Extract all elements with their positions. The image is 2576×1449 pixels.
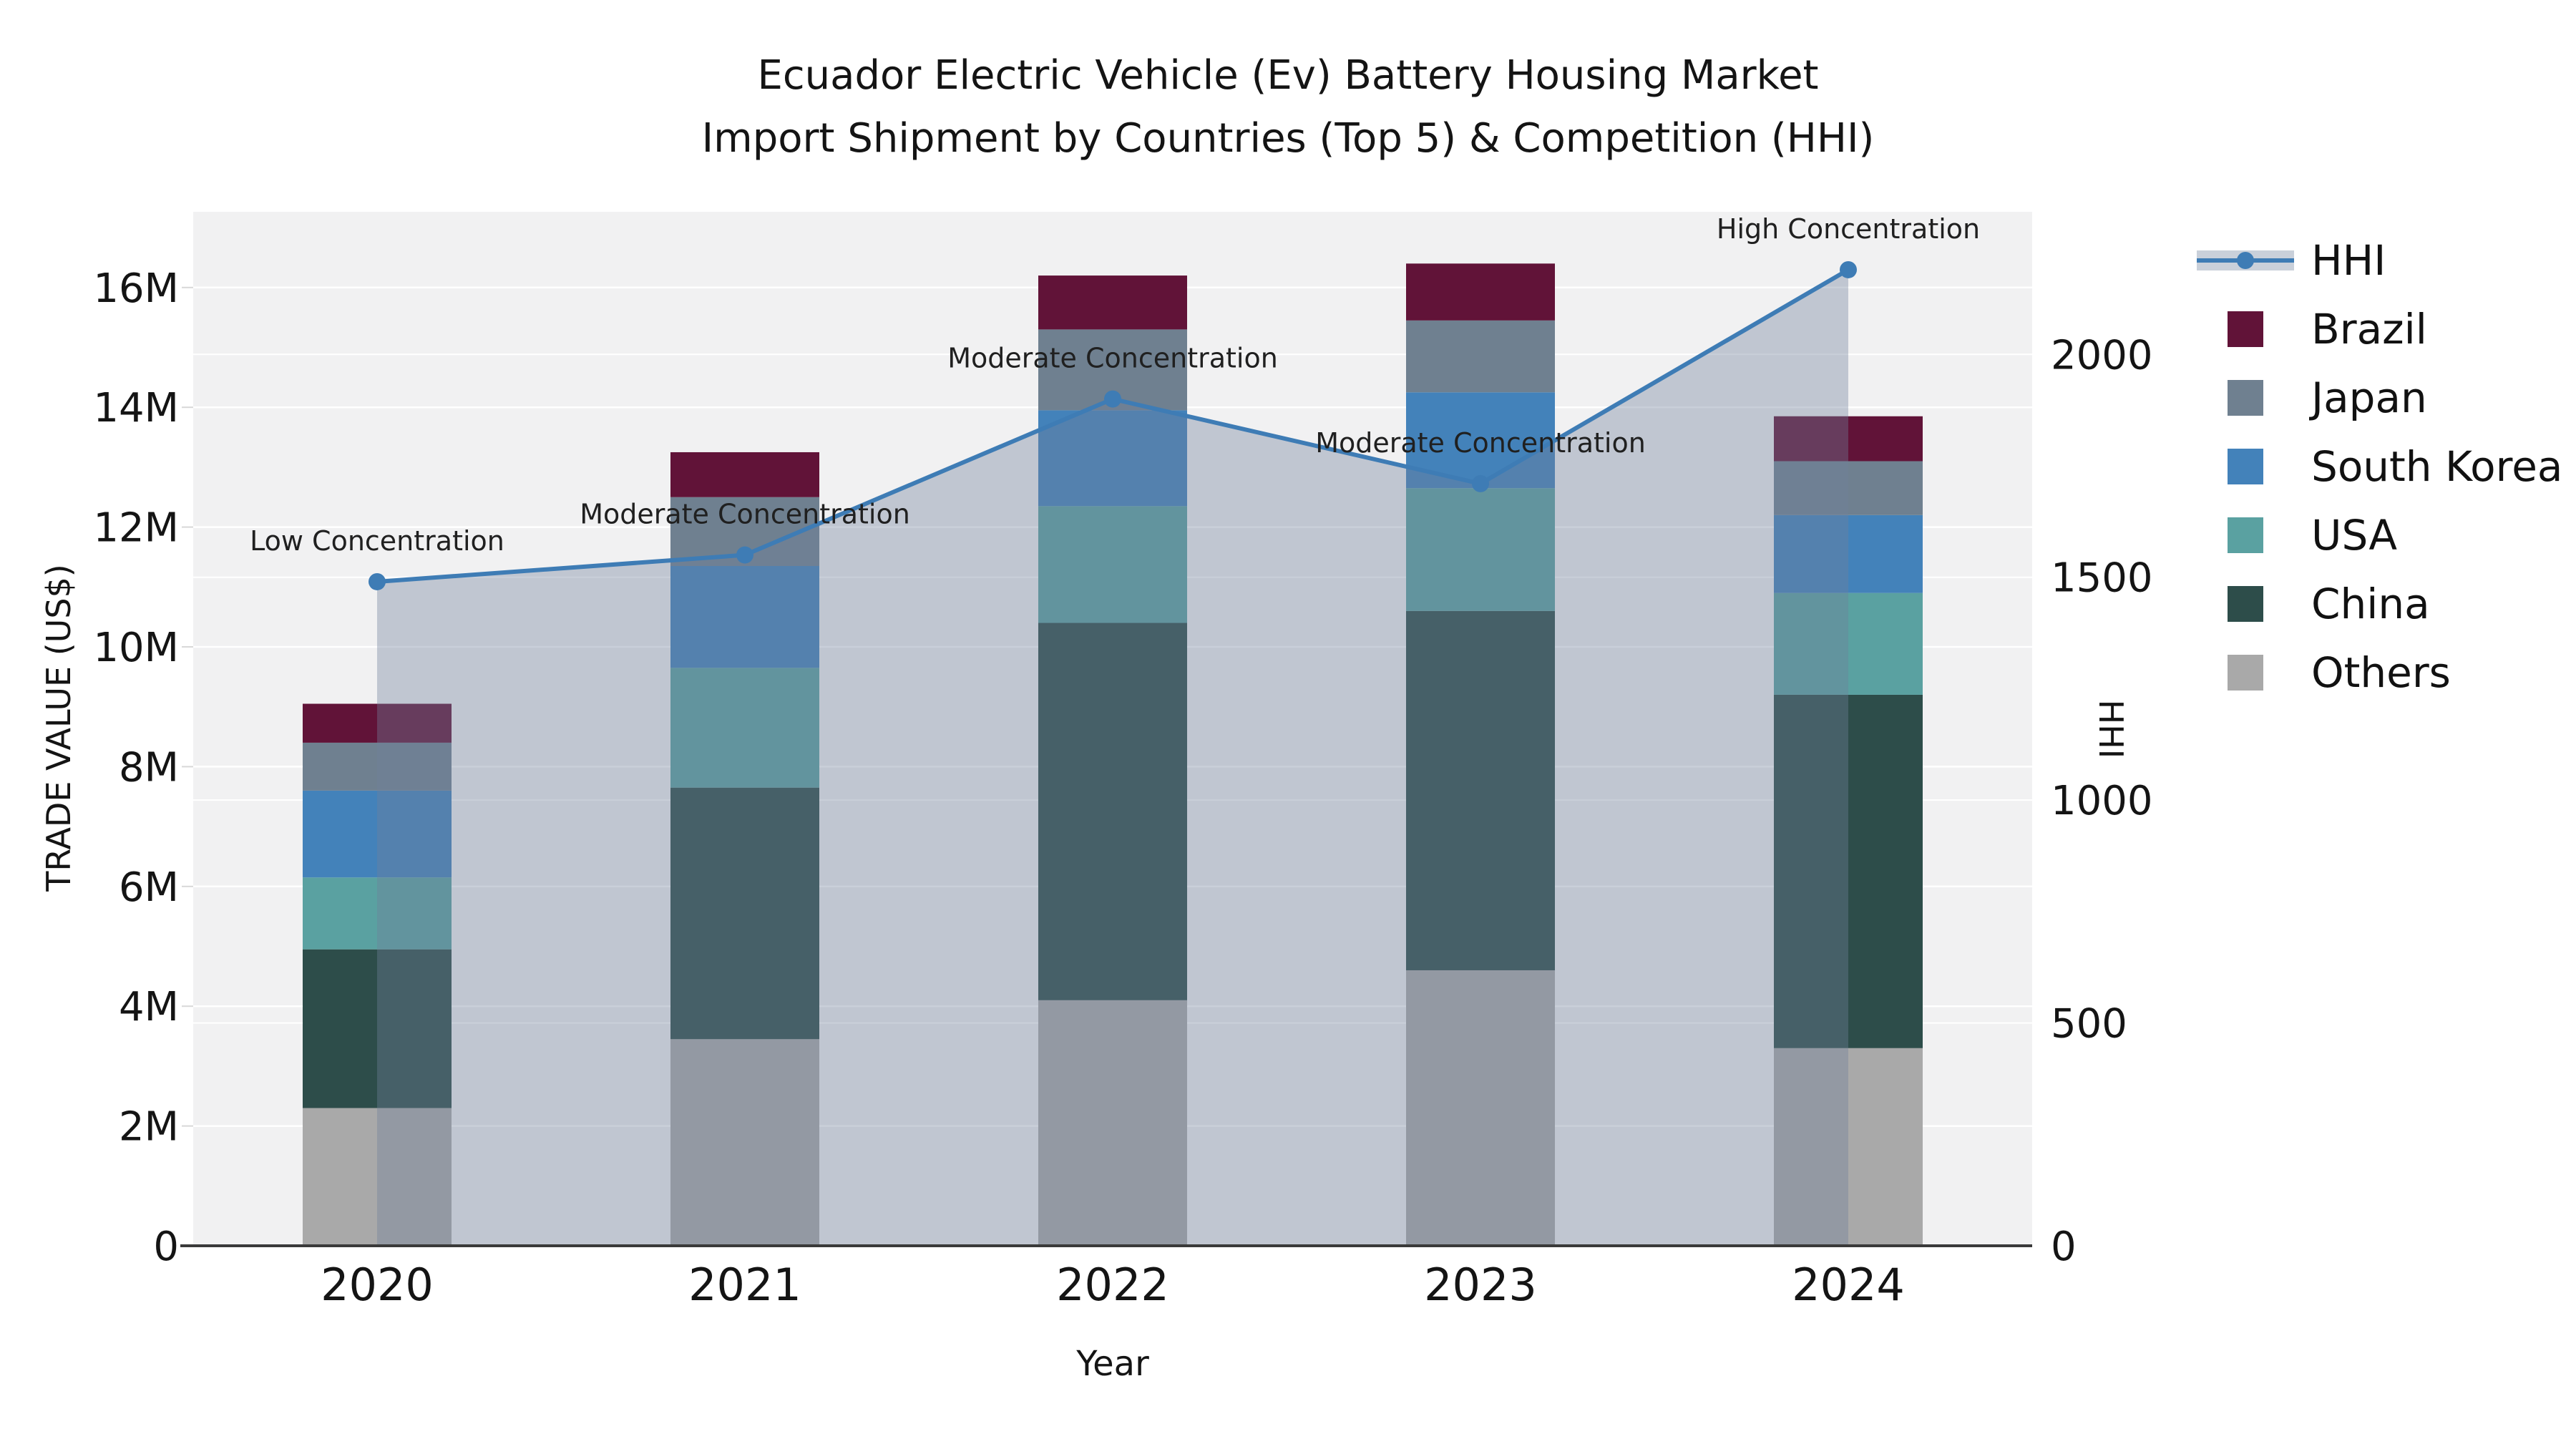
legend-color-square (2228, 449, 2263, 484)
annotation-2020: Low Concentration (250, 525, 504, 557)
x-tick-label: 2022 (1056, 1259, 1169, 1311)
bar-segment-china (303, 949, 452, 1108)
bar-segment-brazil (670, 452, 819, 497)
bar-segment-usa (670, 668, 819, 788)
y-left-tick-label: 10M (93, 625, 179, 671)
legend-label: China (2311, 580, 2430, 628)
legend-item-usa: USA (2188, 511, 2398, 560)
legend-item-hhi: HHI (2188, 236, 2386, 285)
legend-swatch-icon (2188, 655, 2303, 691)
hhi-marker-2020 (369, 572, 386, 590)
y-axis-label-right: HHI (2092, 699, 2130, 759)
legend-item-china: China (2188, 580, 2430, 628)
bar-segment-china (1406, 610, 1555, 970)
x-tick-label: 2021 (688, 1259, 801, 1311)
legend-swatch-icon (2188, 586, 2303, 622)
legend-swatch-icon (2188, 517, 2303, 553)
bar-segment-brazil (1038, 275, 1187, 330)
chart-title-line1: Ecuador Electric Vehicle (Ev) Battery Ho… (757, 52, 1819, 99)
hhi-marker-2021 (736, 546, 753, 564)
legend-label: USA (2311, 511, 2398, 560)
bar-segment-usa (1774, 592, 1923, 695)
legend-label: HHI (2311, 236, 2386, 285)
y-left-tick-label: 2M (119, 1104, 179, 1151)
chart-title: Ecuador Electric Vehicle (Ev) Battery Ho… (644, 44, 1932, 170)
bar-segment-usa (1038, 506, 1187, 623)
hhi-marker-2022 (1104, 390, 1121, 408)
x-axis-label: Year (1076, 1344, 1149, 1384)
bar-segment-others (1406, 970, 1555, 1246)
y-axis-label-left: TRADE VALUE (US$) (39, 564, 78, 892)
legend-item-south-korea: South Korea (2188, 442, 2563, 491)
legend-swatch-icon (2188, 311, 2303, 347)
legend-label: Brazil (2311, 305, 2427, 353)
bar-segment-south-korea (670, 566, 819, 668)
bar-segment-south-korea (1774, 514, 1923, 593)
y-left-tick-label: 14M (93, 385, 179, 431)
annotation-2022: Moderate Concentration (947, 343, 1278, 374)
hhi-marker-2024 (1840, 260, 1857, 278)
hhi-marker-glyph (2237, 252, 2254, 269)
annotation-2023: Moderate Concentration (1315, 427, 1646, 459)
bar-segment-china (1774, 694, 1923, 1048)
bar-segment-japan (1406, 320, 1555, 393)
bar-segment-south-korea (1038, 410, 1187, 507)
bar-segment-others (670, 1039, 819, 1246)
y-right-tick-label: 1000 (2051, 778, 2153, 824)
hhi-marker-2023 (1472, 474, 1489, 492)
legend-color-square (2228, 380, 2263, 416)
annotation-2021: Moderate Concentration (580, 499, 910, 530)
bar-segment-south-korea (303, 790, 452, 878)
bar-segment-usa (303, 877, 452, 950)
legend-color-square (2228, 586, 2263, 622)
y-right-tick-label: 2000 (2051, 332, 2153, 379)
bar-segment-china (670, 787, 819, 1040)
y-left-tick-label: 4M (119, 984, 179, 1030)
bar-segment-brazil (1774, 416, 1923, 462)
bar-segment-brazil (303, 703, 452, 743)
bar-segment-others (1038, 1000, 1187, 1246)
legend-color-square (2228, 311, 2263, 347)
y-left-tick-label: 12M (93, 505, 179, 552)
x-tick-label: 2020 (321, 1259, 434, 1311)
legend-color-square (2228, 517, 2263, 553)
x-tick-label: 2023 (1424, 1259, 1537, 1311)
legend-item-others: Others (2188, 648, 2451, 697)
legend-swatch-icon (2188, 449, 2303, 484)
bar-segment-china (1038, 623, 1187, 1000)
bar-segment-brazil (1406, 263, 1555, 321)
legend-item-japan: Japan (2188, 374, 2427, 422)
bar-segment-usa (1406, 488, 1555, 611)
y-right-tick-label: 1500 (2051, 555, 2153, 602)
y-left-tick-label: 8M (119, 744, 179, 791)
hhi-area-fill (377, 269, 1848, 1246)
hhi-line-icon (2188, 250, 2303, 270)
x-tick-label: 2024 (1792, 1259, 1905, 1311)
bar-segment-japan (1774, 461, 1923, 515)
y-left-tick-label: 0 (153, 1224, 179, 1270)
annotation-2024: High Concentration (1717, 213, 1980, 245)
legend-label: Japan (2311, 374, 2427, 422)
y-left-tick-label: 6M (119, 864, 179, 911)
legend-label: Others (2311, 648, 2451, 697)
legend-swatch-icon (2188, 380, 2303, 416)
bar-segment-others (303, 1108, 452, 1246)
bar-segment-others (1774, 1048, 1923, 1246)
y-right-tick-label: 500 (2051, 1001, 2127, 1048)
legend-color-square (2228, 655, 2263, 691)
bar-segment-japan (303, 742, 452, 791)
legend-item-brazil: Brazil (2188, 305, 2427, 353)
y-left-tick-label: 16M (93, 265, 179, 312)
y-right-tick-label: 0 (2051, 1224, 2077, 1270)
hhi-area-band-icon (2197, 250, 2294, 270)
legend-label: South Korea (2311, 442, 2563, 491)
chart-title-line2: Import Shipment by Countries (Top 5) & C… (701, 115, 1875, 162)
